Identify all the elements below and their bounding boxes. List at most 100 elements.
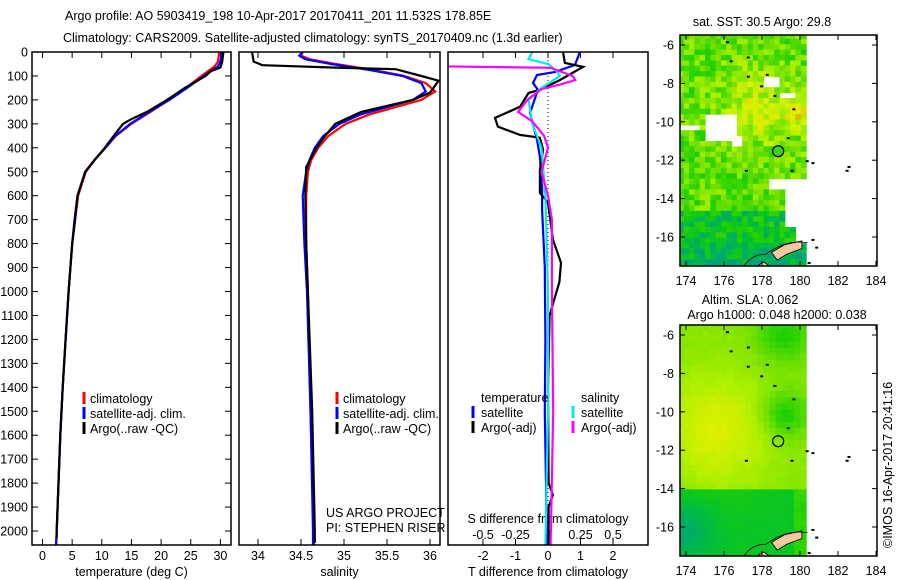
map-cell [714,384,722,392]
map-cell [793,464,801,472]
map-cell [800,173,807,180]
map-cells [680,325,851,564]
map-cell [781,483,789,490]
map-cell [742,216,749,223]
map-cell [742,205,749,212]
map-cell [747,157,754,164]
map-cell [694,216,701,223]
map-cell [763,470,771,478]
map-cell [779,237,786,244]
map-cell [680,470,686,478]
map-cell [731,216,738,223]
map-cell [721,55,727,61]
map-cell [721,194,727,201]
map-cell [705,232,711,239]
map-cell [758,237,765,244]
map-cell [689,205,695,212]
map-cell [715,178,722,185]
reef-outline [743,531,808,556]
map-cell [739,507,746,515]
map-cell [751,550,759,556]
map-cell [721,434,728,441]
map-cell [769,495,777,503]
island-icon [773,384,777,387]
map-cell [768,167,775,174]
map-cell [752,253,759,260]
map-cell [680,173,685,180]
lat-tick-label: -14 [656,192,674,206]
map-cell [733,409,740,417]
map-cell [736,119,743,126]
map-cell [715,173,722,180]
map-cell [800,141,807,147]
map-cell [752,114,759,121]
map-cell [689,194,695,201]
map-cell [708,501,716,509]
map-cell [694,114,701,121]
map-cell [751,341,759,349]
map-cell [696,421,704,429]
map-cell [699,216,706,223]
map-cell [702,464,710,472]
map-cell [742,92,749,99]
map-cell [731,184,738,190]
map-cell [742,65,749,72]
map-cell [733,440,740,447]
map-cell [758,167,765,174]
map-cell [795,146,802,153]
map-cell [736,184,743,190]
map-cell [775,329,783,337]
map-cell [751,378,759,386]
map-cell [800,60,807,67]
map-cell [747,76,754,83]
map-cell [714,366,722,374]
map-cell [733,557,740,564]
map-cell [721,446,728,454]
map-cell [768,205,775,212]
map-cell [710,200,717,207]
map-cell [680,151,685,158]
map-cell [696,464,704,472]
map-cell [742,194,749,201]
map-cell [768,103,775,110]
map-cell [745,520,752,527]
map-cell [733,397,740,404]
map-cell [752,55,759,61]
map-cell [763,415,771,423]
map-cell [694,108,701,115]
map-cell [689,189,695,196]
map-cell [745,477,752,484]
map-cell [710,141,717,147]
island-icon [845,169,849,172]
map-cell [726,232,733,239]
map-cell [710,151,717,158]
map-cell [731,259,738,266]
map-cell [745,452,752,460]
map-cell [784,103,791,110]
map-cell [790,119,796,126]
map-cell [714,427,722,435]
map-cell [742,178,749,185]
map-cell [694,60,701,67]
map-cell [787,391,795,398]
map-cell [733,391,740,398]
map-cell [736,167,743,174]
map-cell [731,38,738,45]
map-cell [775,458,783,466]
map-cell [800,81,807,88]
map-cell [747,259,754,266]
map-cell [689,173,695,180]
map-cell [790,76,796,83]
island-icon [790,169,794,172]
map-cell [710,92,717,99]
map-cell [721,76,727,83]
map-cell [696,366,704,374]
map-cell [721,216,727,223]
map-cell [768,248,775,255]
map-cell [702,520,710,527]
map-cell [696,354,704,361]
map-cell [751,403,759,411]
map-cell [736,98,743,104]
map-cell [747,253,754,260]
map-cell [757,507,765,515]
